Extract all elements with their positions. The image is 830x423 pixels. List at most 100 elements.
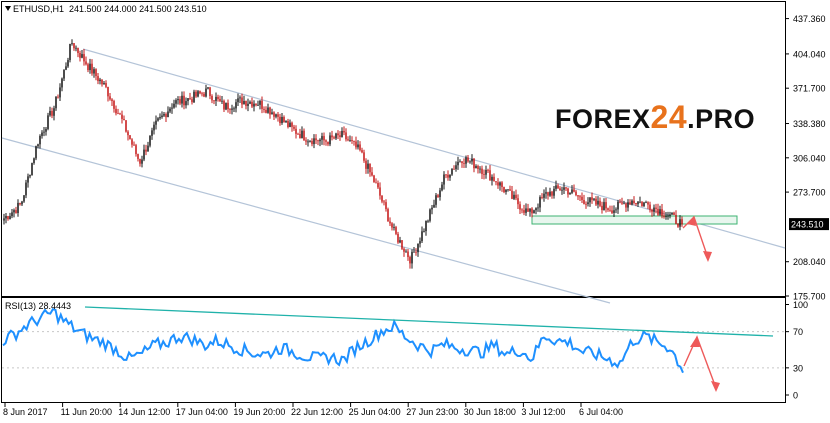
rsi-pane[interactable] (1, 297, 786, 403)
candle-body (347, 139, 349, 141)
candle-body (213, 100, 215, 102)
candle-body (363, 152, 365, 161)
candle-body (117, 113, 119, 115)
candle-body (203, 93, 205, 97)
candle-body (163, 114, 165, 116)
price-tick-label: 208.040 (793, 257, 826, 267)
candle-body (417, 243, 419, 253)
candle-body (81, 54, 83, 58)
candle-body (301, 130, 303, 139)
time-tick-label: 30 Jun 18:00 (464, 407, 516, 417)
candle-body (139, 158, 141, 164)
candle-body (567, 188, 569, 195)
candle-body (495, 181, 497, 183)
candle-body (67, 60, 69, 67)
rsi-line (2, 308, 684, 374)
candle-body (635, 203, 637, 205)
candle-body (617, 201, 619, 210)
candle-body (287, 120, 289, 128)
candle-body (275, 114, 277, 117)
candle-body (49, 110, 51, 116)
candle-body (365, 160, 367, 169)
candle-body (599, 200, 601, 206)
candle-body (521, 209, 523, 211)
time-tick-label: 6 Jul 04:00 (579, 407, 623, 417)
rsi-tick-label: 0 (793, 391, 798, 401)
candle-body (3, 218, 5, 221)
candle-body (355, 141, 357, 148)
current-price-box (789, 218, 829, 231)
price-tick-label: 175.700 (793, 292, 826, 302)
candle-body (263, 108, 265, 110)
candle-body (397, 233, 399, 243)
candle-body (75, 47, 77, 49)
candle-body (61, 78, 63, 88)
candle-body (391, 223, 393, 228)
candle-body (381, 195, 383, 202)
candle-body (603, 202, 605, 211)
candle-body (511, 190, 513, 199)
candle-body (647, 202, 649, 205)
candle-body (639, 201, 641, 203)
rsi-tick-label: 100 (793, 300, 808, 310)
candle-body (253, 103, 255, 107)
candle-body (487, 169, 489, 171)
candle-body (237, 98, 239, 103)
candle-body (573, 189, 575, 192)
candle-body (77, 47, 79, 54)
symbol-label: ETHUSD,H1 (13, 4, 65, 14)
rsi-forecast-arrow (683, 335, 717, 389)
candle-body (261, 100, 263, 109)
candle-body (553, 188, 555, 196)
candle-body (147, 145, 149, 152)
candle-body (503, 187, 505, 192)
time-tick-label: 3 Jul 12:00 (521, 407, 565, 417)
candle-body (283, 116, 285, 123)
price-pane[interactable] (1, 1, 786, 297)
candle-body (179, 99, 181, 104)
candle-body (631, 200, 633, 205)
candle-body (483, 174, 485, 175)
candle-body (299, 134, 301, 139)
support-zone-box (531, 215, 738, 225)
candle-body (65, 66, 67, 70)
candle-body (11, 212, 13, 217)
candle-body (71, 43, 73, 44)
candle-body (333, 137, 335, 139)
symbol-header: ETHUSD,H1 241.500 244.000 241.500 243.51… (5, 4, 207, 14)
candle-body (273, 112, 275, 117)
candle-body (281, 116, 283, 124)
candle-body (605, 202, 607, 209)
candle-body (271, 112, 273, 115)
candle-body (491, 176, 493, 181)
candle-body (431, 207, 433, 210)
candle-body (79, 53, 81, 58)
candle-body (181, 95, 183, 104)
candle-body (155, 120, 157, 125)
candle-body (127, 131, 129, 136)
dropdown-triangle-icon[interactable] (5, 6, 11, 11)
candle-body (659, 209, 661, 215)
candle-body (315, 138, 317, 141)
candle-body (451, 168, 453, 175)
candle-body (441, 184, 443, 191)
candle-body (293, 126, 295, 129)
candle-body (9, 216, 11, 220)
candle-body (465, 157, 467, 164)
candle-body (209, 87, 211, 96)
candle-body (661, 209, 663, 216)
candle-body (415, 251, 417, 253)
price-arrowhead-up-icon (687, 216, 696, 226)
time-tick-label: 8 Jun 2017 (3, 407, 48, 417)
price-tick-label: 371.700 (793, 84, 826, 94)
candle-body (519, 204, 521, 210)
price-arrowhead-icon (703, 251, 712, 262)
candle-body (279, 116, 281, 124)
candle-body (201, 93, 203, 95)
candle-body (63, 69, 65, 79)
candle-body (323, 136, 325, 141)
candle-body (585, 203, 587, 205)
candle-body (593, 198, 595, 200)
candle-body (189, 98, 191, 100)
candle-body (369, 163, 371, 173)
